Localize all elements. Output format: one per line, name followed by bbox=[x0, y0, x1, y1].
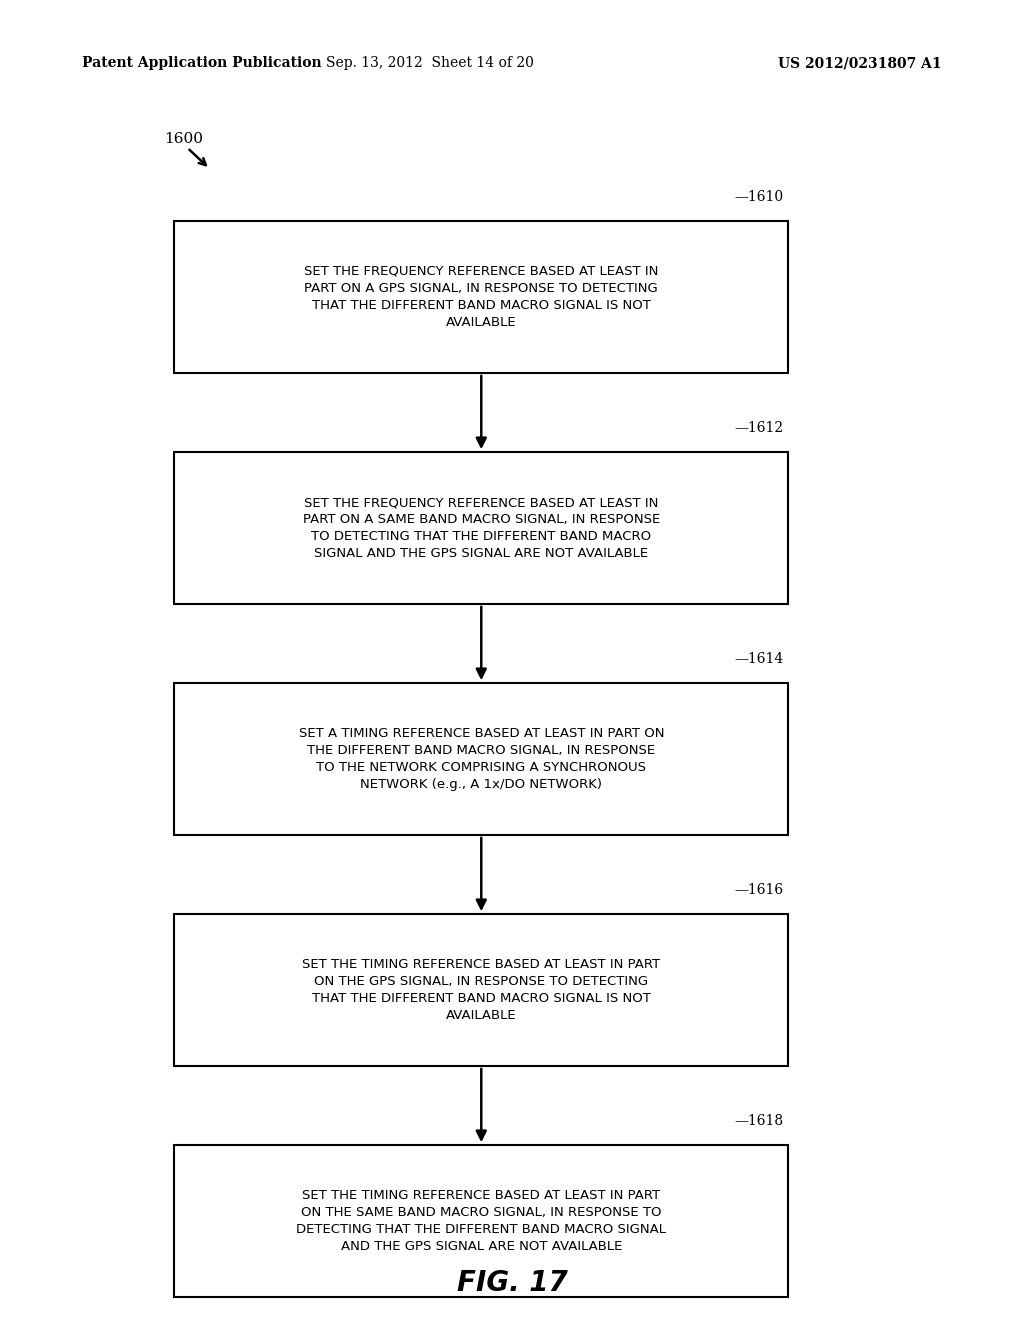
Text: SET A TIMING REFERENCE BASED AT LEAST IN PART ON
THE DIFFERENT BAND MACRO SIGNAL: SET A TIMING REFERENCE BASED AT LEAST IN… bbox=[299, 727, 664, 791]
Text: Sep. 13, 2012  Sheet 14 of 20: Sep. 13, 2012 Sheet 14 of 20 bbox=[326, 57, 535, 70]
Text: SET THE TIMING REFERENCE BASED AT LEAST IN PART
ON THE GPS SIGNAL, IN RESPONSE T: SET THE TIMING REFERENCE BASED AT LEAST … bbox=[302, 958, 660, 1022]
Text: SET THE FREQUENCY REFERENCE BASED AT LEAST IN
PART ON A SAME BAND MACRO SIGNAL, : SET THE FREQUENCY REFERENCE BASED AT LEA… bbox=[303, 496, 659, 560]
Text: —1612: —1612 bbox=[734, 421, 783, 436]
Text: US 2012/0231807 A1: US 2012/0231807 A1 bbox=[778, 57, 942, 70]
Text: Patent Application Publication: Patent Application Publication bbox=[82, 57, 322, 70]
Text: —1610: —1610 bbox=[734, 190, 783, 205]
Bar bbox=[174, 913, 788, 1067]
Bar bbox=[174, 684, 788, 836]
Text: SET THE FREQUENCY REFERENCE BASED AT LEAST IN
PART ON A GPS SIGNAL, IN RESPONSE : SET THE FREQUENCY REFERENCE BASED AT LEA… bbox=[304, 265, 658, 329]
Text: —1616: —1616 bbox=[734, 883, 783, 898]
Bar bbox=[174, 220, 788, 372]
Text: SET THE TIMING REFERENCE BASED AT LEAST IN PART
ON THE SAME BAND MACRO SIGNAL, I: SET THE TIMING REFERENCE BASED AT LEAST … bbox=[296, 1189, 667, 1253]
Bar bbox=[174, 1144, 788, 1296]
Text: FIG. 17: FIG. 17 bbox=[457, 1269, 567, 1298]
Bar bbox=[174, 451, 788, 605]
Text: —1618: —1618 bbox=[734, 1114, 783, 1129]
Text: —1614: —1614 bbox=[734, 652, 783, 667]
Text: 1600: 1600 bbox=[164, 132, 203, 145]
